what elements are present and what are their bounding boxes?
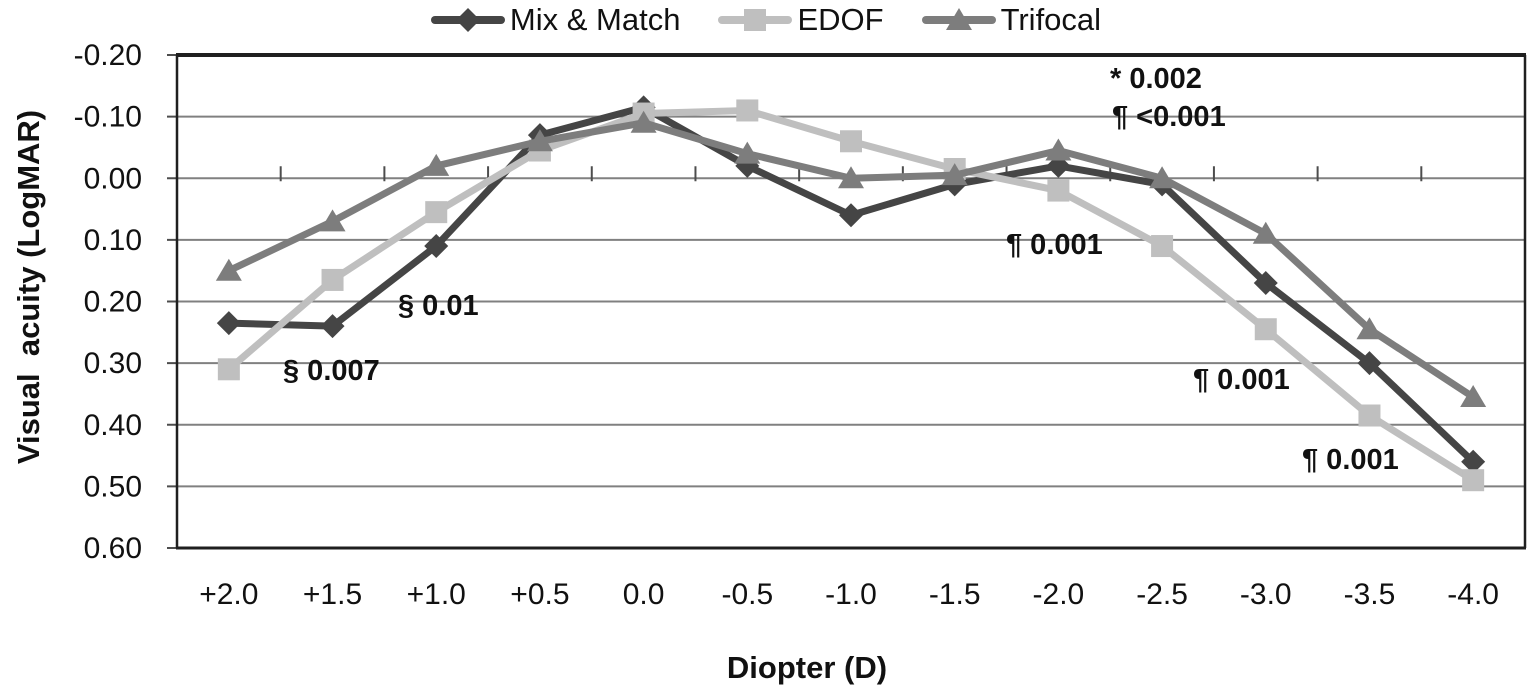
marker-diamond <box>424 234 449 259</box>
legend-label: EDOF <box>797 2 884 37</box>
y-tick-label: -0.10 <box>74 101 142 134</box>
marker-square <box>425 201 448 224</box>
marker-diamond <box>1253 271 1278 296</box>
y-tick-label: 0.60 <box>84 532 142 565</box>
marker-diamond <box>1461 449 1486 474</box>
x-tick-label: -1.0 <box>825 578 877 611</box>
marker-diamond <box>839 203 863 228</box>
marker-square <box>736 99 759 122</box>
legend-sample-square-icon <box>718 9 793 31</box>
legend-label: Trifocal <box>1000 2 1102 37</box>
x-tick-label: -4.0 <box>1447 578 1499 611</box>
x-tick-label: -0.5 <box>721 578 773 611</box>
marker-diamond <box>320 314 345 339</box>
chart-legend: Mix & Match EDOF Trifocal <box>0 2 1532 38</box>
x-tick-label: +0.5 <box>510 578 569 611</box>
marker-triangle <box>1252 221 1279 244</box>
marker-triangle <box>526 129 553 152</box>
legend-marker-diamond <box>455 8 480 32</box>
x-tick-label: -3.0 <box>1240 578 1292 611</box>
marker-square <box>217 358 240 381</box>
series-line-mix-match <box>225 103 1477 466</box>
marker-square <box>1254 318 1277 341</box>
legend-item-edof: EDOF <box>718 2 884 38</box>
x-tick-label: -2.5 <box>1136 578 1188 611</box>
marker-triangle <box>215 258 242 281</box>
marker-triangle <box>1045 138 1072 161</box>
y-tick-label: 0.10 <box>84 224 142 257</box>
marker-square <box>840 130 862 153</box>
marker-triangle <box>630 110 657 133</box>
x-axis-title: Diopter (D) <box>726 650 888 685</box>
p-value-annotation: § 0.007 <box>283 355 380 387</box>
marker-square <box>1358 404 1381 427</box>
x-tick-label: +1.0 <box>407 578 466 611</box>
legend-sample-diamond-icon <box>430 8 505 32</box>
y-tick-label: 0.50 <box>84 470 142 503</box>
marker-diamond <box>1357 351 1382 376</box>
marker-triangle <box>838 166 864 189</box>
marker-triangle <box>1356 317 1383 340</box>
x-tick-label: -1.5 <box>929 578 981 611</box>
marker-triangle <box>423 153 450 176</box>
legend-marker-square <box>744 9 767 31</box>
marker-triangle <box>1460 385 1487 408</box>
marker-triangle <box>734 141 761 164</box>
legend-marker-triangle <box>945 8 972 30</box>
y-tick-label: -0.20 <box>74 39 142 72</box>
x-tick-label: 0.0 <box>623 578 665 611</box>
p-value-annotation: ¶ 0.001 <box>1006 229 1103 261</box>
p-value-annotation: ¶ 0.001 <box>1302 444 1399 476</box>
p-value-annotation: * 0.002 <box>1110 63 1202 95</box>
series-trifocal <box>215 110 1487 408</box>
legend-item-trifocal: Trifocal <box>921 2 1102 38</box>
legend-label: Mix & Match <box>509 2 681 37</box>
marker-square <box>321 268 344 291</box>
y-tick-label: 0.40 <box>84 409 142 442</box>
p-value-annotation: § 0.01 <box>398 290 479 322</box>
x-tick-label: +2.0 <box>199 578 258 611</box>
marker-square <box>1047 179 1070 202</box>
marker-triangle <box>1149 166 1176 189</box>
p-value-annotation: ¶ 0.001 <box>1193 364 1290 396</box>
y-tick-label: 0.00 <box>84 162 142 195</box>
y-tick-label: 0.30 <box>84 347 142 380</box>
legend-sample-triangle-icon <box>921 8 996 30</box>
y-tick-label: 0.20 <box>84 286 142 319</box>
marker-triangle <box>941 163 968 186</box>
x-tick-label: +1.5 <box>303 578 362 611</box>
marker-square <box>1151 235 1174 258</box>
marker-diamond <box>216 311 241 336</box>
x-tick-label: -3.5 <box>1344 578 1396 611</box>
x-tick-label: -2.0 <box>1033 578 1085 611</box>
p-value-annotation: ¶ <0.001 <box>1112 101 1226 133</box>
marker-square <box>1462 469 1485 492</box>
marker-triangle <box>319 209 346 232</box>
legend-item-mix-match: Mix & Match <box>430 2 681 38</box>
